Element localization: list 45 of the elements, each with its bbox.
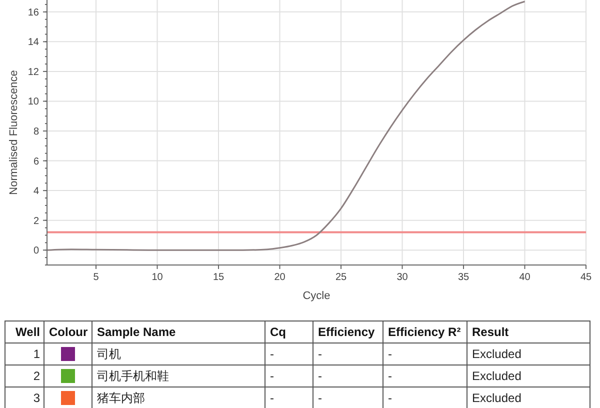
text: Result xyxy=(472,325,509,340)
text: Efficiency xyxy=(318,325,376,340)
y-tick-label: 16 xyxy=(28,7,40,18)
x-tick-label: 30 xyxy=(396,272,408,283)
text: - xyxy=(388,369,392,384)
text: Sample Name xyxy=(97,325,176,340)
category-label: 司机 xyxy=(97,347,121,362)
text: - xyxy=(388,347,392,362)
text: Excluded xyxy=(472,391,522,406)
x-tick-label: 20 xyxy=(274,272,286,283)
text: - xyxy=(270,347,274,362)
y-tick-label: 12 xyxy=(28,66,40,78)
x-tick-label: 35 xyxy=(458,272,470,283)
y-axis-title: Normalised Fluorescence xyxy=(8,70,20,195)
y-tick-label: 10 xyxy=(28,96,40,108)
text: - xyxy=(318,369,322,384)
x-tick-label: 45 xyxy=(580,272,592,283)
text: Efficiency R² xyxy=(388,325,461,340)
x-tick-label: 40 xyxy=(519,272,531,283)
category-label: 司机手机和鞋 xyxy=(97,369,169,384)
y-tick-label: 0 xyxy=(33,246,40,257)
text: - xyxy=(318,391,322,406)
text: Excluded xyxy=(472,369,522,384)
y-tick-label: 8 xyxy=(33,126,40,138)
y-tick-label: 14 xyxy=(28,37,40,48)
y-tick-label: 6 xyxy=(33,156,40,168)
x-tick-label: 10 xyxy=(152,272,164,283)
text: - xyxy=(318,347,322,362)
text: Colour xyxy=(49,325,88,340)
y-tick-label: 2 xyxy=(33,216,40,227)
x-axis-title: Cycle xyxy=(302,290,330,302)
category-label: 猪车内部 xyxy=(97,391,145,406)
text: Well xyxy=(16,325,40,340)
text: - xyxy=(270,391,274,406)
text: 1 xyxy=(33,347,40,362)
text: - xyxy=(270,369,274,384)
x-tick-label: 5 xyxy=(93,272,100,283)
text: Cq xyxy=(270,325,286,340)
text: Excluded xyxy=(472,347,522,362)
line-series xyxy=(46,0,526,251)
text: 3 xyxy=(33,391,40,406)
text: - xyxy=(388,391,392,406)
y-tick-label: 4 xyxy=(33,186,40,198)
x-tick-label: 25 xyxy=(335,272,347,283)
x-tick-label: 15 xyxy=(212,272,224,283)
